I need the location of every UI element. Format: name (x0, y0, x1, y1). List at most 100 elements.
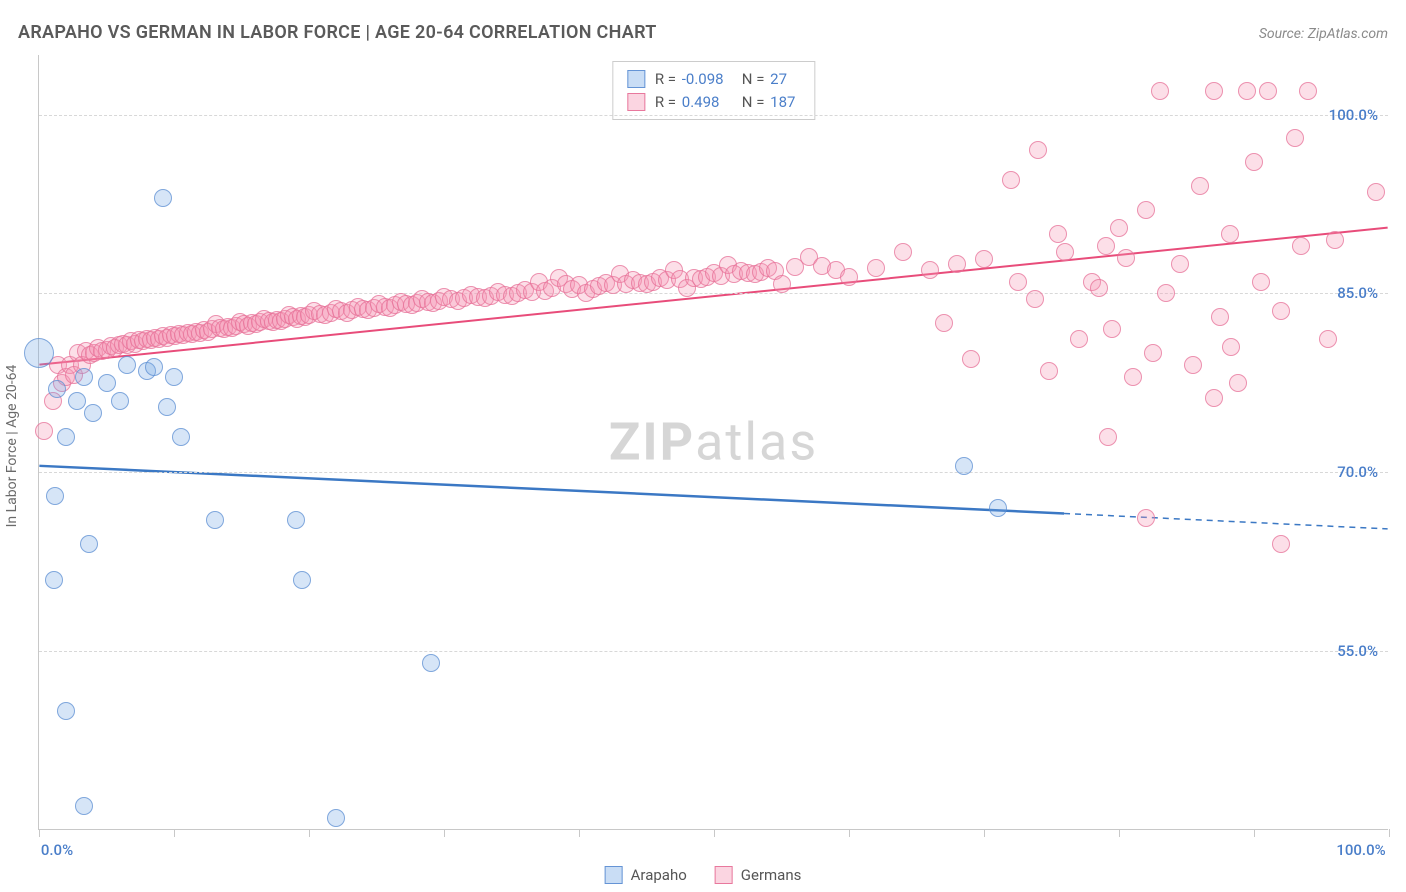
scatter-point (1229, 374, 1247, 392)
scatter-point (1319, 330, 1337, 348)
scatter-point (1110, 219, 1128, 237)
scatter-point (48, 380, 66, 398)
scatter-point (1009, 273, 1027, 291)
scatter-point (894, 243, 912, 261)
scatter-point (1040, 362, 1058, 380)
gridline (39, 115, 1388, 116)
scatter-point (1184, 356, 1202, 374)
y-tick-label: 85.0% (1337, 284, 1378, 302)
x-tick (984, 829, 985, 837)
scatter-point (975, 250, 993, 268)
scatter-point (1259, 82, 1277, 100)
scatter-point (1222, 338, 1240, 356)
scatter-point (1029, 141, 1047, 159)
scatter-point (921, 261, 939, 279)
chart-title: ARAPAHO VS GERMAN IN LABOR FORCE | AGE 2… (18, 22, 657, 43)
x-tick (849, 829, 850, 837)
scatter-point (84, 404, 102, 422)
scatter-point (35, 422, 53, 440)
scatter-point (1252, 273, 1270, 291)
scatter-point (1049, 225, 1067, 243)
scatter-point (1211, 308, 1229, 326)
scatter-point (1221, 225, 1239, 243)
scatter-point (867, 259, 885, 277)
scatter-point (1097, 237, 1115, 255)
scatter-point (1103, 320, 1121, 338)
y-tick-label: 70.0% (1337, 463, 1378, 481)
scatter-point (422, 654, 440, 672)
y-tick-label: 55.0% (1337, 642, 1378, 660)
scatter-point (172, 428, 190, 446)
scatter-point (1070, 330, 1088, 348)
scatter-point (1002, 171, 1020, 189)
x-tick (1389, 829, 1390, 837)
scatter-point (1137, 509, 1155, 527)
gridline (39, 651, 1388, 652)
scatter-point (165, 368, 183, 386)
scatter-point (154, 189, 172, 207)
legend-label: Arapaho (631, 866, 687, 884)
scatter-point (1144, 344, 1162, 362)
scatter-point (1090, 279, 1108, 297)
scatter-point (935, 314, 953, 332)
scatter-point (1245, 153, 1263, 171)
scatter-point (1056, 243, 1074, 261)
scatter-point (1286, 129, 1304, 147)
scatter-point (206, 511, 224, 529)
scatter-point (1205, 82, 1223, 100)
trend-lines-layer (39, 55, 1388, 829)
scatter-point (1151, 82, 1169, 100)
scatter-point (98, 374, 116, 392)
swatch-arapaho-icon (627, 70, 645, 88)
scatter-point (75, 368, 93, 386)
scatter-point (773, 275, 791, 293)
scatter-point (1367, 183, 1385, 201)
x-tick-label: 100.0% (1336, 841, 1385, 859)
legend-item-germans: Germans (715, 866, 802, 884)
scatter-point (1157, 284, 1175, 302)
scatter-point (1191, 177, 1209, 195)
scatter-point (80, 535, 98, 553)
scatter-point (24, 338, 54, 368)
x-tick (579, 829, 580, 837)
scatter-point (1292, 237, 1310, 255)
scatter-point (75, 797, 93, 815)
gridline (39, 293, 1388, 294)
scatter-point (293, 571, 311, 589)
correlation-row-arapaho: R = -0.098 N = 27 (627, 68, 800, 91)
x-tick (1254, 829, 1255, 837)
plot-area: ZIPatlas R = -0.098 N = 27 R = 0.498 N =… (38, 55, 1388, 830)
scatter-point (287, 511, 305, 529)
scatter-point (1299, 82, 1317, 100)
scatter-point (840, 268, 858, 286)
x-tick (309, 829, 310, 837)
scatter-point (1326, 231, 1344, 249)
scatter-point (1124, 368, 1142, 386)
scatter-point (1272, 302, 1290, 320)
scatter-point (962, 350, 980, 368)
source-attribution: Source: ZipAtlas.com (1259, 26, 1388, 42)
correlation-row-germans: R = 0.498 N = 187 (627, 91, 800, 114)
scatter-point (118, 356, 136, 374)
swatch-germans-icon (627, 93, 645, 111)
scatter-point (158, 398, 176, 416)
x-tick (39, 829, 40, 837)
x-tick (1119, 829, 1120, 837)
scatter-point (948, 255, 966, 273)
scatter-point (111, 392, 129, 410)
scatter-point (1171, 255, 1189, 273)
swatch-arapaho-icon (605, 866, 623, 884)
scatter-point (327, 809, 345, 827)
scatter-point (57, 428, 75, 446)
scatter-point (1137, 201, 1155, 219)
scatter-point (1272, 535, 1290, 553)
scatter-point (1117, 249, 1135, 267)
x-tick (714, 829, 715, 837)
y-tick-label: 100.0% (1329, 106, 1378, 124)
scatter-point (1099, 428, 1117, 446)
swatch-germans-icon (715, 866, 733, 884)
x-tick-label: 0.0% (41, 841, 73, 859)
legend-label: Germans (741, 866, 802, 884)
scatter-point (1238, 82, 1256, 100)
scatter-point (989, 499, 1007, 517)
